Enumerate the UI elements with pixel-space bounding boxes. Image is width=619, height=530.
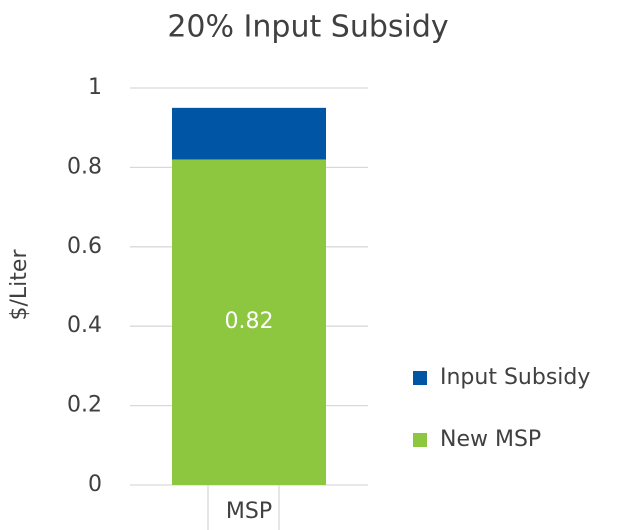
y-tick-label: 1 xyxy=(88,75,102,100)
chart-title: 20% Input Subsidy xyxy=(167,10,448,45)
legend-label: Input Subsidy xyxy=(440,365,590,390)
y-tick-label: 0 xyxy=(88,472,102,497)
x-tick-label: MSP xyxy=(226,499,272,524)
y-tick-label: 0.8 xyxy=(67,154,102,179)
legend-label: New MSP xyxy=(440,427,541,452)
bar-segment xyxy=(172,159,326,485)
legend-swatch xyxy=(413,371,427,385)
y-axis-label: $/Liter xyxy=(7,249,32,321)
y-tick-label: 0.6 xyxy=(67,234,102,259)
data-label: 0.82 xyxy=(225,309,274,334)
legend-swatch xyxy=(413,433,427,447)
y-tick-label: 0.2 xyxy=(67,393,102,418)
bar-segment xyxy=(172,107,326,160)
y-tick-label: 0.4 xyxy=(67,313,102,338)
